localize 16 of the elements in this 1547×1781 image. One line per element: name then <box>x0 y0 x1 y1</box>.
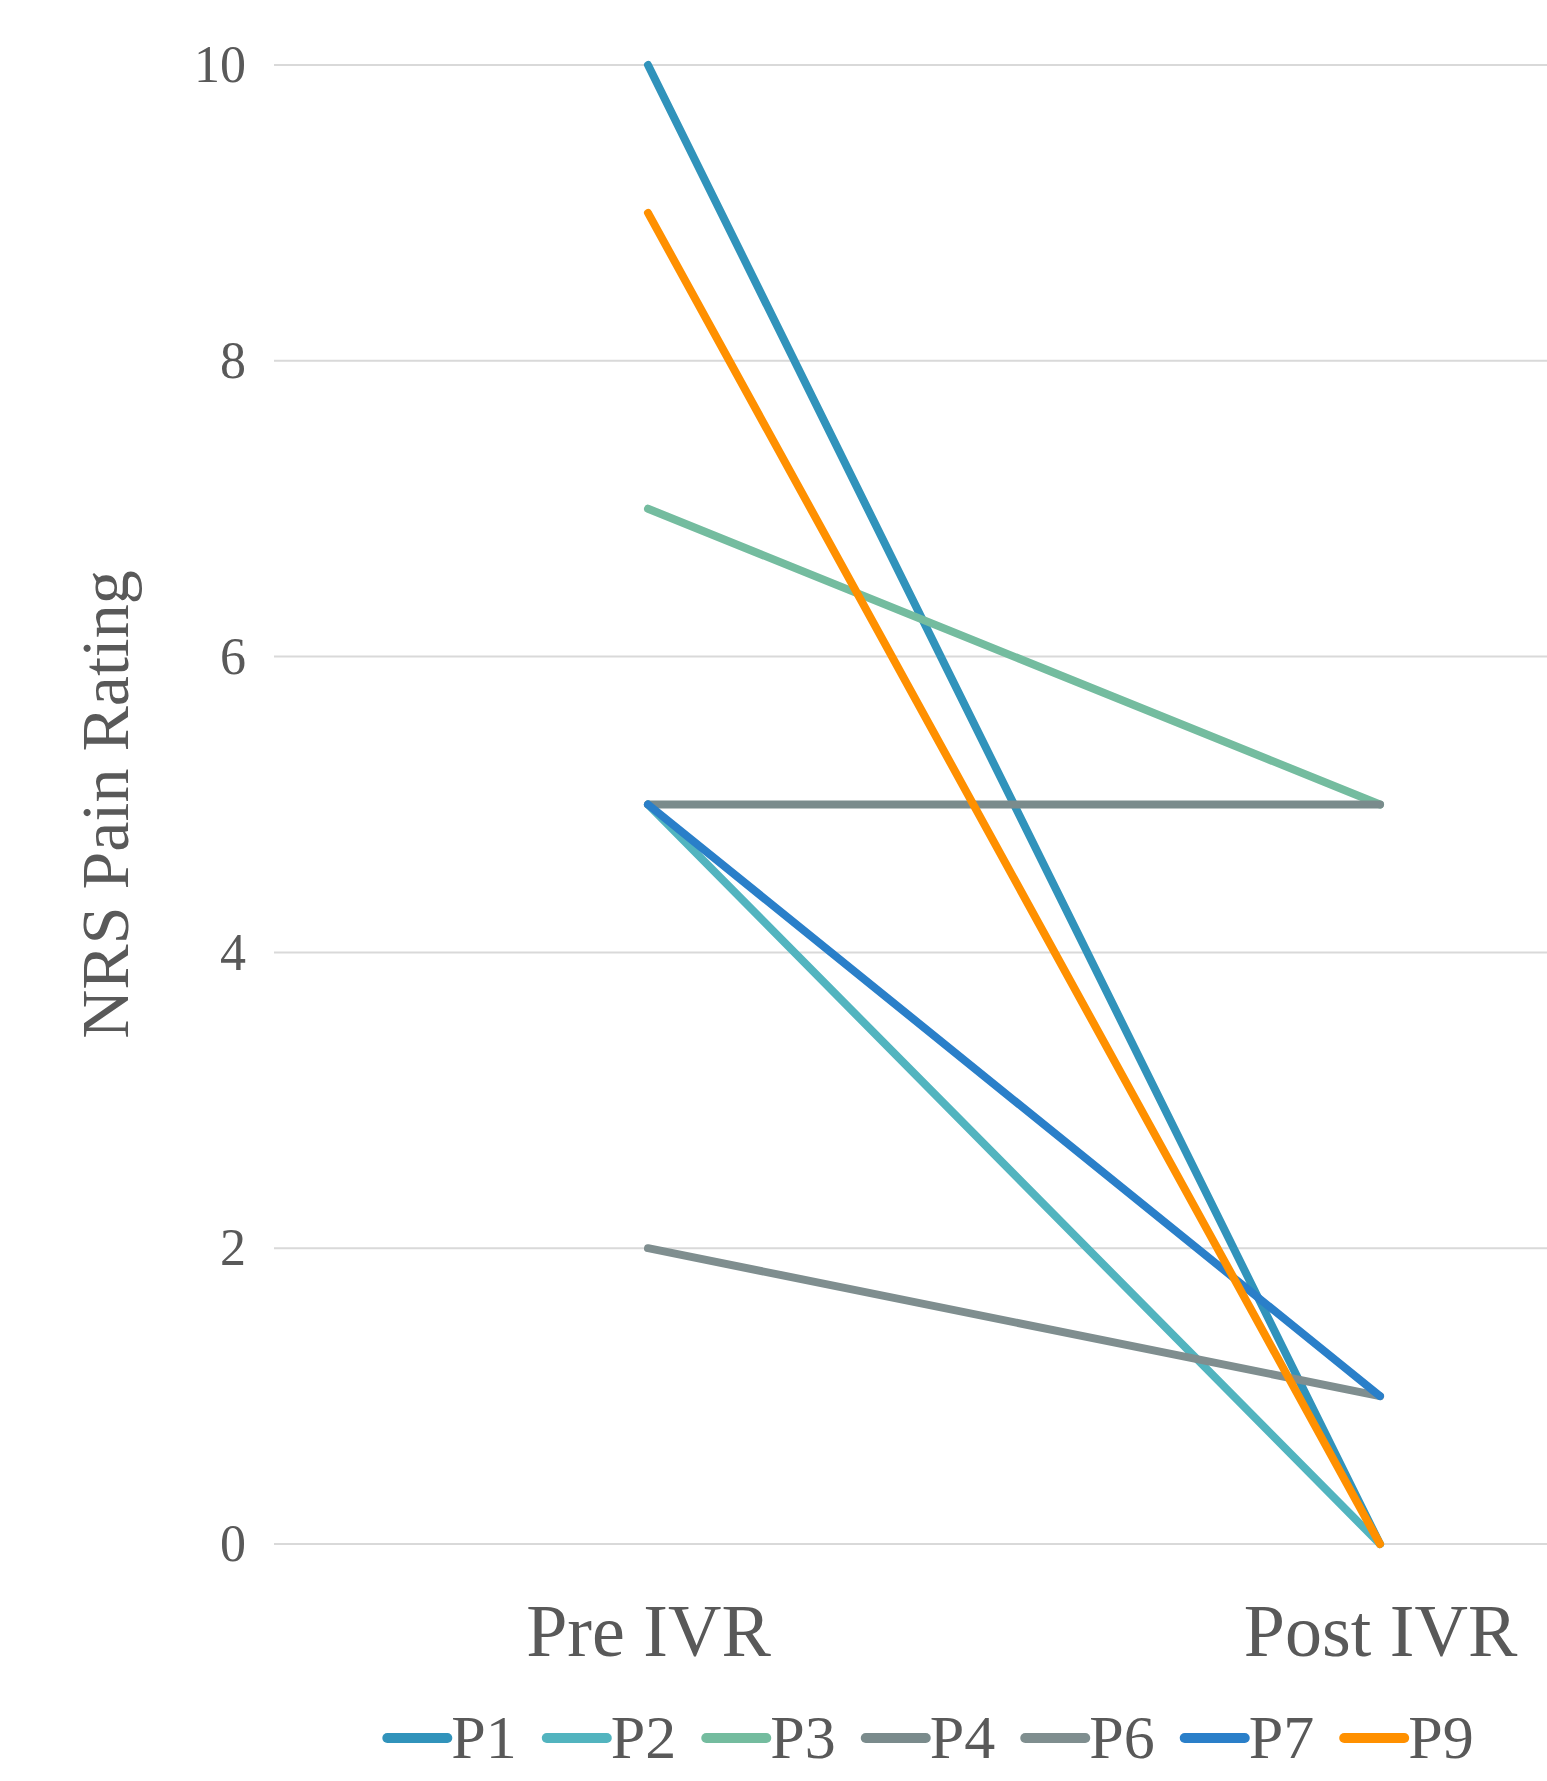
legend-label: P4 <box>929 1703 996 1771</box>
legend-label: P2 <box>610 1703 677 1771</box>
legend-label: P9 <box>1408 1703 1474 1771</box>
legend-label: P1 <box>451 1703 517 1771</box>
y-tick-label: 2 <box>220 1219 246 1277</box>
y-tick-label: 8 <box>220 331 246 389</box>
y-tick-label: 10 <box>194 36 246 94</box>
legend-label: P7 <box>1248 1703 1315 1771</box>
y-axis-title: NRS Pain Rating <box>67 570 143 1039</box>
legend-label: P6 <box>1089 1703 1155 1771</box>
x-tick-label: Post IVR <box>1243 1589 1518 1672</box>
y-tick-label: 0 <box>220 1515 246 1573</box>
y-tick-label: 4 <box>220 923 246 981</box>
legend-label: P3 <box>770 1703 836 1771</box>
y-tick-label: 6 <box>220 627 246 685</box>
x-tick-label: Pre IVR <box>526 1589 772 1672</box>
